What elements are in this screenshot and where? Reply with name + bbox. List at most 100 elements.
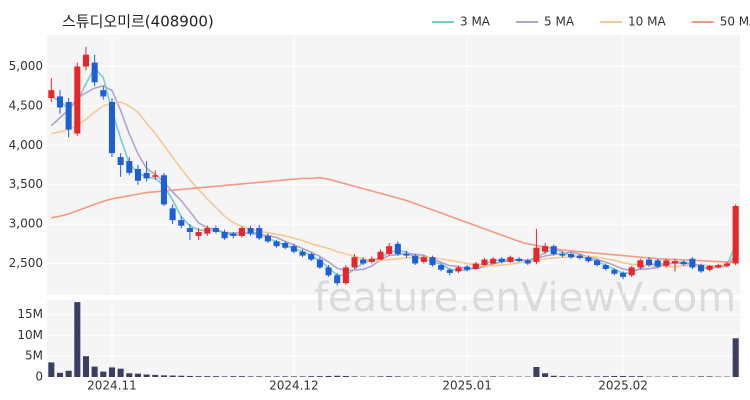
ma-line (51, 101, 737, 268)
candle-body (82, 54, 90, 67)
candle-body (559, 254, 566, 256)
y-tick-label: 2,500 (9, 256, 43, 270)
volume-bar (221, 376, 228, 377)
y-tick-label: 4,500 (9, 98, 43, 112)
volume-bar (143, 374, 150, 377)
candle-body (438, 265, 445, 270)
candle-body (732, 205, 739, 264)
volume-bar (160, 375, 167, 377)
candle-body (169, 208, 176, 221)
candle-body (360, 259, 367, 264)
candle-body (394, 243, 401, 255)
volume-bar (126, 373, 133, 377)
candle-body (524, 260, 531, 264)
candle-body (429, 257, 436, 266)
volume-bar (568, 376, 575, 377)
volume-bar (65, 370, 72, 377)
candle-body (420, 257, 427, 262)
y-tick-label: 3,000 (9, 217, 43, 231)
candle-body (689, 258, 696, 268)
volume-bar (542, 373, 549, 377)
candle-body (204, 228, 211, 234)
candle-body (186, 228, 193, 232)
candle-body (117, 157, 124, 165)
volume-bar (377, 376, 384, 377)
candle-body (663, 260, 670, 266)
candle-body (472, 263, 479, 269)
candle-body (723, 263, 731, 266)
volume-bar (230, 376, 237, 377)
candle-body (715, 265, 722, 268)
x-tick-label: 2025.02 (598, 379, 648, 393)
volume-bar (74, 302, 81, 377)
volume-bar (195, 376, 202, 377)
volume-bar (238, 376, 245, 377)
y-tick-label: 4,000 (9, 138, 43, 152)
candle-body (48, 90, 55, 99)
volume-bar (152, 374, 159, 377)
candle-body (455, 267, 462, 272)
chart-title: 스튜디오미르(408900) (62, 13, 214, 31)
volume-bar (204, 376, 211, 377)
candle-body (160, 175, 167, 205)
candle-body (628, 267, 635, 276)
volume-bar (117, 368, 124, 377)
candle-body (481, 259, 488, 266)
candle-body (264, 235, 271, 242)
volume-panel (47, 300, 740, 377)
candle-body (126, 161, 133, 173)
volume-tick-label: 5M (25, 349, 43, 363)
candle-body (178, 220, 185, 226)
candle-body (74, 66, 81, 134)
volume-bar (247, 376, 254, 377)
volume-bar (611, 375, 618, 377)
candle-body (56, 96, 64, 108)
volume-bar (308, 376, 315, 377)
candle-body (671, 261, 679, 264)
volume-bar (394, 376, 401, 377)
volume-bar (585, 376, 592, 377)
volume-bar (732, 338, 739, 377)
volume-bar (533, 367, 540, 377)
volume-bar (706, 376, 713, 377)
volume-bar (282, 376, 289, 377)
candle-body (542, 246, 549, 252)
candle-body (377, 251, 384, 260)
volume-bar (602, 376, 609, 377)
volume-bar (108, 367, 116, 377)
volume-bar (178, 375, 185, 377)
x-tick-label: 2025.01 (442, 379, 492, 393)
volume-bar (212, 376, 219, 377)
volume-bar (342, 375, 349, 377)
volume-bar (697, 376, 705, 377)
volume-tick-label: 15M (17, 307, 43, 321)
volume-bar (48, 362, 55, 377)
volume-tick-label: 0 (35, 370, 43, 384)
volume-bar (264, 376, 271, 377)
volume-bar (316, 376, 323, 377)
candle-body (342, 267, 349, 284)
candle-body (316, 259, 323, 268)
volume-bar (186, 375, 193, 377)
volume-bar (490, 376, 497, 377)
volume-bar (82, 356, 90, 377)
candle-body (706, 265, 713, 270)
volume-bar (134, 373, 141, 377)
candle-body (490, 258, 497, 264)
volume-bar (256, 376, 263, 377)
legend-label: 5 MA (544, 15, 575, 29)
volume-bar (671, 376, 679, 377)
volume-bar (637, 376, 644, 377)
candle-body (230, 233, 237, 236)
volume-bar (594, 376, 601, 377)
candle-body (611, 269, 618, 274)
candle-body (152, 175, 159, 177)
y-tick-label: 5,000 (9, 59, 43, 73)
candle-body (368, 258, 375, 262)
volume-bar (299, 376, 306, 377)
volume-bar (576, 376, 583, 377)
candle-body (680, 261, 687, 265)
candle-body (290, 246, 297, 252)
volume-bar (351, 376, 358, 377)
candle-body (533, 247, 540, 262)
